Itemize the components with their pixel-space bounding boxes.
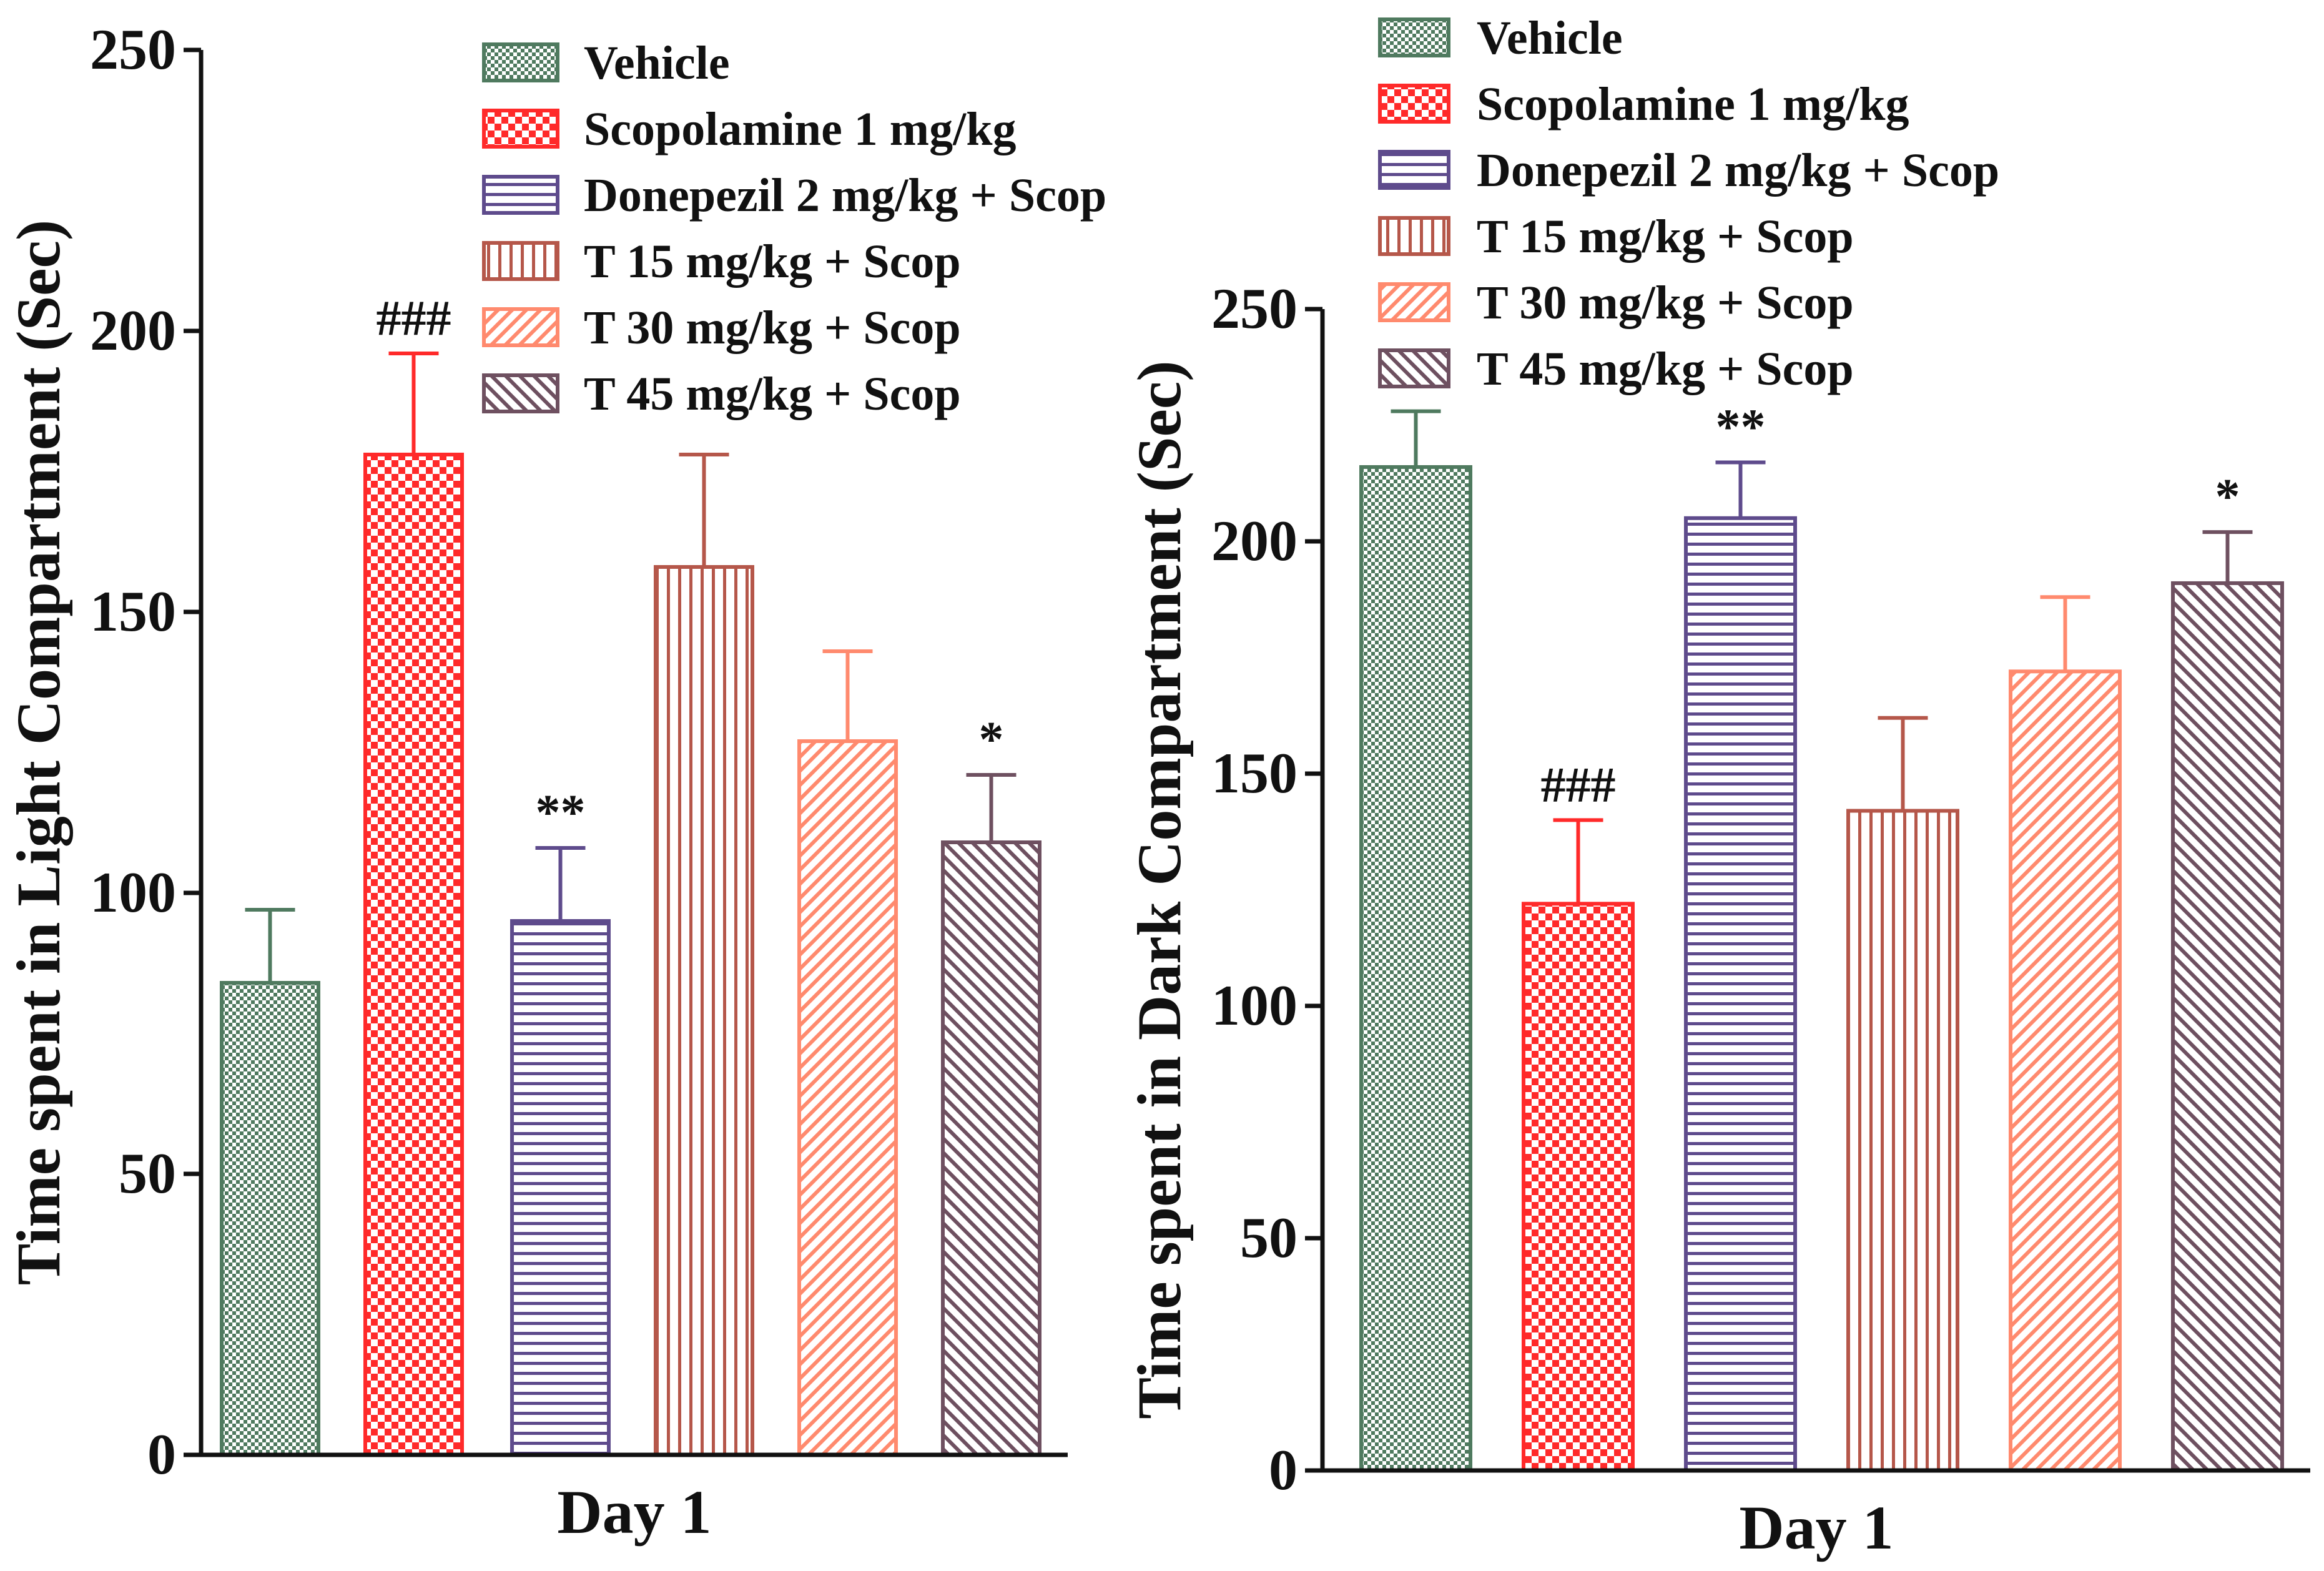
bar-t45 (2171, 581, 2284, 1473)
significance-label: ### (1541, 757, 1616, 812)
y-tick-label: 250 (90, 17, 176, 81)
bar-t30 (2009, 669, 2122, 1472)
legend-label: T 45 mg/kg + Scop (1477, 343, 1854, 395)
y-tick-label: 0 (1269, 1438, 1297, 1502)
y-tick-label: 200 (90, 298, 176, 362)
y-tick-label: 200 (1211, 509, 1297, 573)
x-axis-label: Day 1 (557, 1477, 711, 1547)
bar-vehicle (220, 981, 320, 1457)
legend-swatch-donepezil (1378, 150, 1450, 190)
significance-label: * (2215, 470, 2240, 524)
legend-swatch-t15 (1378, 216, 1450, 256)
bar-t15 (1846, 809, 1959, 1472)
legend: Vehicle Scopolamine 1 mg/kg Donepezil 2 mg… (1378, 12, 1999, 395)
y-axis-title: Time spent in Light Compartment (Sec) (4, 220, 73, 1285)
legend-swatch-vehicle (1378, 17, 1450, 57)
y-tick-label: 0 (147, 1422, 176, 1486)
bar-scopolamine (363, 453, 464, 1457)
legend-swatch-scopolamine (1378, 84, 1450, 124)
legend-swatch-donepezil (482, 175, 559, 215)
legend-label: T 15 mg/kg + Scop (1477, 210, 1854, 263)
legend-swatch-vehicle (482, 42, 559, 82)
legend-label: Vehicle (584, 37, 730, 89)
y-tick-label: 250 (1211, 277, 1297, 340)
legend-label: T 45 mg/kg + Scop (584, 368, 961, 420)
legend-label: Donepezil 2 mg/kg + Scop (1477, 144, 1999, 197)
y-tick-label: 50 (1240, 1206, 1297, 1269)
legend-label: T 30 mg/kg + Scop (584, 302, 961, 354)
bar-t45 (941, 840, 1041, 1457)
bar-vehicle (1359, 465, 1472, 1473)
legend-label: Donepezil 2 mg/kg + Scop (584, 169, 1106, 222)
legend-swatch-t30 (482, 307, 559, 347)
y-tick-label: 150 (1211, 741, 1297, 805)
legend-swatch-t15 (482, 241, 559, 281)
y-tick-label: 150 (90, 579, 176, 643)
bar-t30 (797, 739, 898, 1457)
y-tick-label: 100 (90, 860, 176, 924)
legend-label: Scopolamine 1 mg/kg (584, 103, 1017, 155)
legend-swatch-scopolamine (482, 109, 559, 149)
legend-swatch-t30 (1378, 282, 1450, 322)
bar-donepezil (1684, 516, 1797, 1472)
bar-scopolamine (1522, 902, 1635, 1472)
legend-label: T 30 mg/kg + Scop (1477, 277, 1854, 329)
significance-label: * (979, 712, 1004, 767)
significance-label: ### (377, 291, 451, 346)
y-axis-title: Time spent in Dark Compartment (Sec) (1125, 360, 1194, 1419)
legend-label: Scopolamine 1 mg/kg (1477, 78, 1909, 131)
y-tick-label: 100 (1211, 973, 1297, 1037)
legend-label: Vehicle (1477, 12, 1623, 64)
significance-label: ** (1716, 400, 1766, 455)
legend-swatch-t45 (1378, 348, 1450, 388)
legend-swatch-t45 (482, 373, 559, 413)
bar-t15 (654, 565, 754, 1457)
y-tick-label: 50 (119, 1141, 176, 1205)
x-axis-label: Day 1 (1739, 1493, 1893, 1562)
significance-label: ** (536, 786, 586, 840)
legend-label: T 15 mg/kg + Scop (584, 235, 961, 288)
bar-donepezil (510, 919, 611, 1457)
legend: Vehicle Scopolamine 1 mg/kg Donepezil 2 mg… (482, 37, 1106, 420)
